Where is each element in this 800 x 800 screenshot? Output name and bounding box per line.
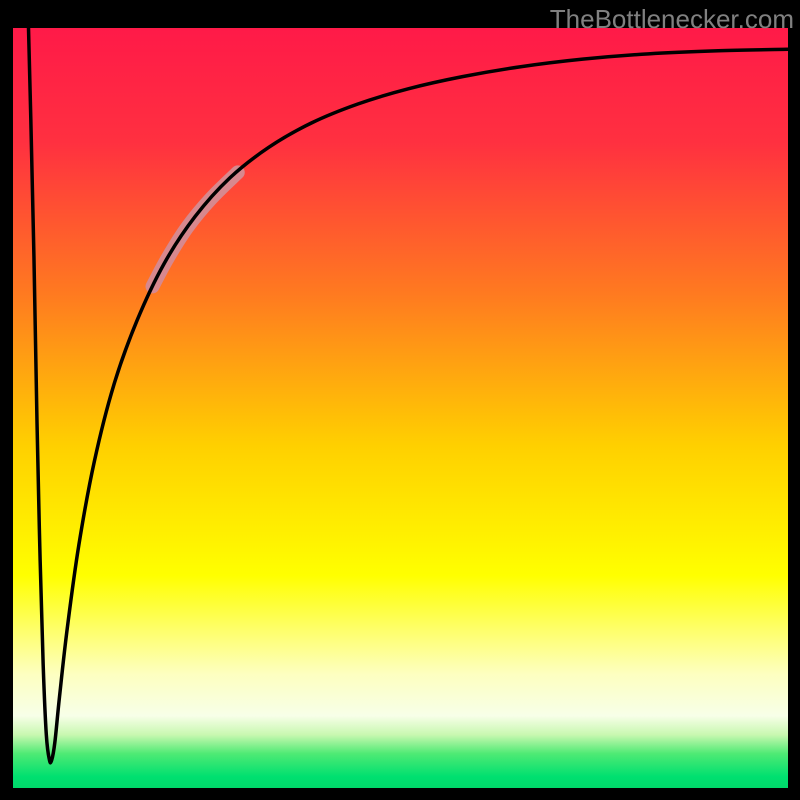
bottleneck-plot bbox=[13, 28, 788, 788]
gradient-background bbox=[13, 28, 788, 788]
